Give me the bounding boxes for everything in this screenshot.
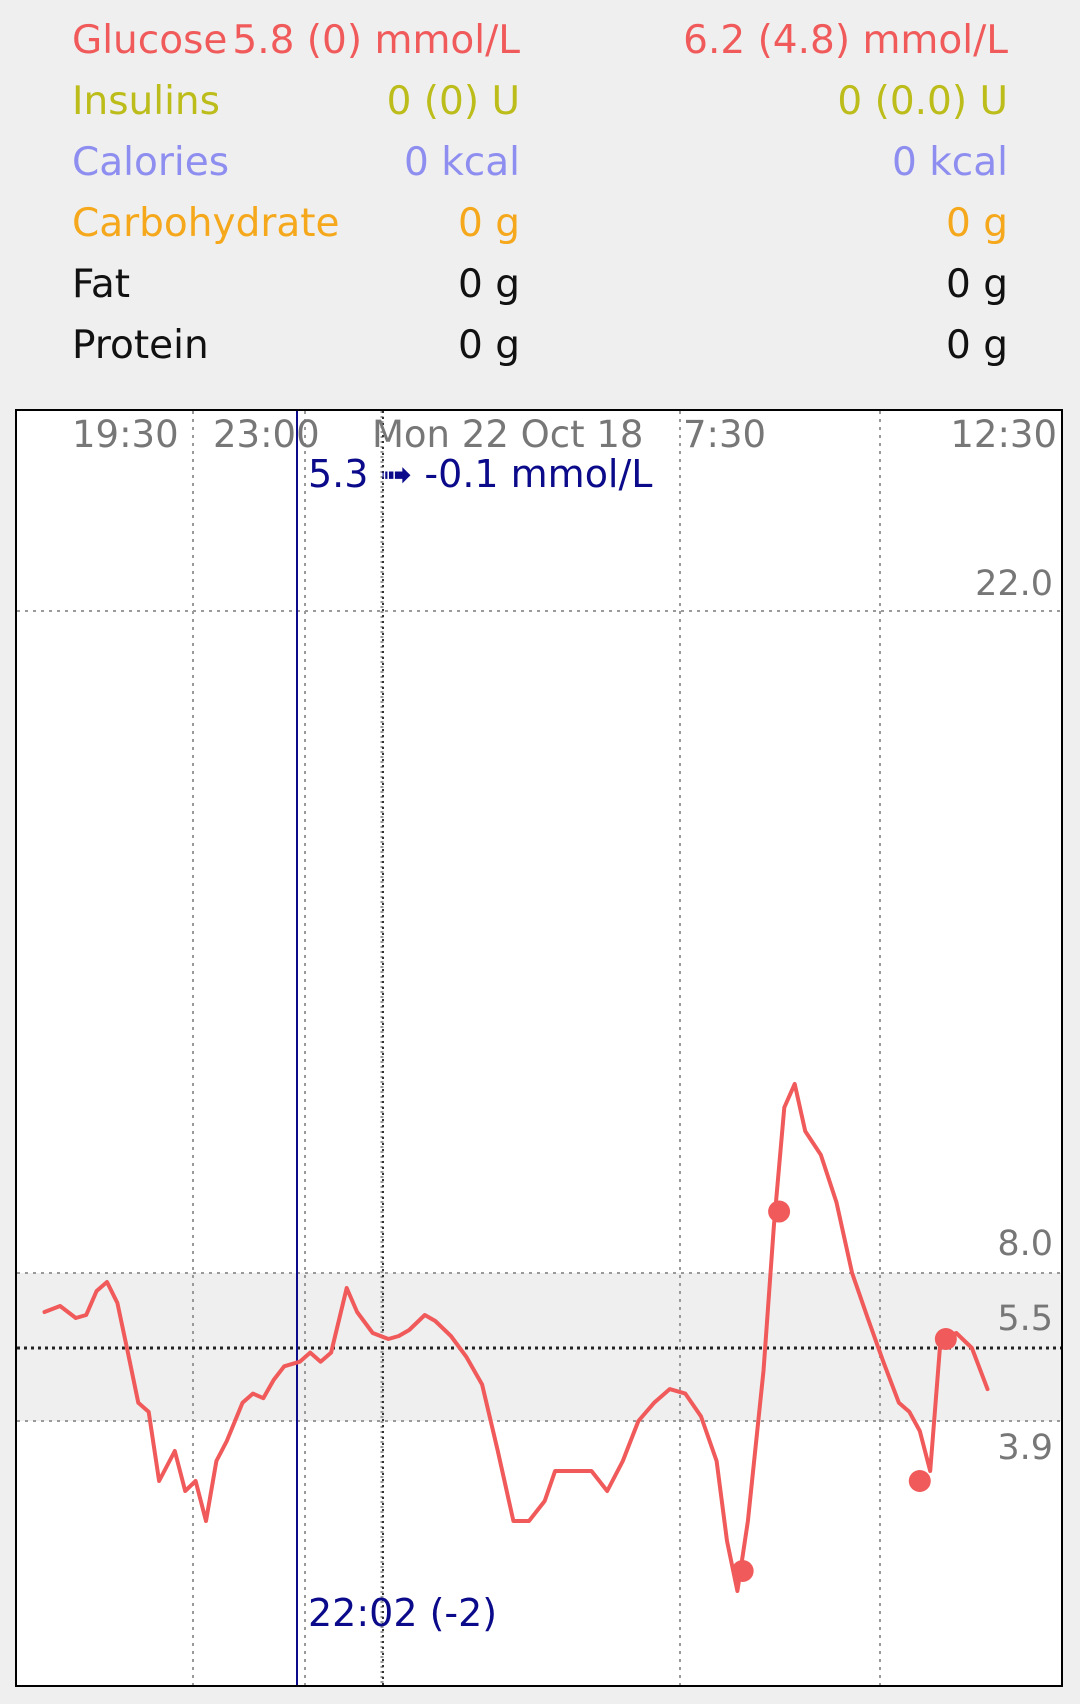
summary-label: Carbohydrate [72,201,340,246]
summary-value-1: 0 (0) U [386,79,520,124]
summary-value-2: 6.2 (4.8) mmol/L [683,18,1008,63]
summary-value-1: 0 kcal [404,140,520,185]
cursor-time-label: 22:02 (-2) [308,1591,497,1635]
summary-row-calories: Calories 0 kcal 0 kcal [0,133,1080,193]
summary-value-1: 0 g [458,201,520,246]
summary-row-insulins: Insulins 0 (0) U 0 (0.0) U [0,72,1080,132]
x-tick-label: 19:30 [72,413,179,456]
summary-label: Insulins [72,79,220,124]
x-tick-label: 23:00 [213,413,320,456]
summary-value-1: 5.8 (0) mmol/L [232,18,520,63]
summary-value-2: 0 (0.0) U [837,79,1008,124]
summary-label: Glucose [72,18,228,63]
x-tick-label: 7:30 [683,413,766,456]
glucose-marker [768,1200,791,1223]
summary-row-fat: Fat 0 g 0 g [0,255,1080,315]
glucose-series-line [42,1081,990,1593]
y-tick-label: 22.0 [975,564,1053,604]
x-tick-label: Mon 22 Oct 18 [372,413,643,456]
x-tick-label: 12:30 [950,413,1057,456]
y-tick-label: 3.9 [997,1428,1053,1468]
glucose-chart[interactable]: 19:30 23:00 Mon 22 Oct 18 7:30 12:30 22.0 8.0 5… [15,409,1063,1687]
summary-value-2: 0 g [946,201,1008,246]
summary-value-2: 0 g [946,262,1008,307]
summary-value-1: 0 g [458,323,520,368]
summary-value-2: 0 g [946,323,1008,368]
summary-label: Calories [72,140,230,185]
summary-value-2: 0 kcal [892,140,1008,185]
glucose-marker [731,1560,754,1582]
y-tick-label: 8.0 [997,1224,1053,1264]
summary-row-carbohydrate: Carbohydrate 0 g 0 g [0,194,1080,254]
summary-row-glucose: Glucose 5.8 (0) mmol/L 6.2 (4.8) mmol/L [0,11,1080,71]
glucose-marker [934,1328,957,1350]
glucose-marker [908,1470,931,1492]
nutrition-summary: Glucose 5.8 (0) mmol/L 6.2 (4.8) mmol/L … [0,0,1080,400]
summary-row-protein: Protein 0 g 0 g [0,316,1080,376]
y-tick-label: 5.5 [997,1299,1053,1339]
summary-label: Protein [72,323,209,368]
glucose-chart-svg[interactable]: 19:30 23:00 Mon 22 Oct 18 7:30 12:30 22.0 8.0 5… [17,411,1061,1685]
summary-value-1: 0 g [458,262,520,307]
summary-label: Fat [72,262,131,307]
cursor-value-label: 5.3 ➟ -0.1 mmol/L [308,452,652,496]
